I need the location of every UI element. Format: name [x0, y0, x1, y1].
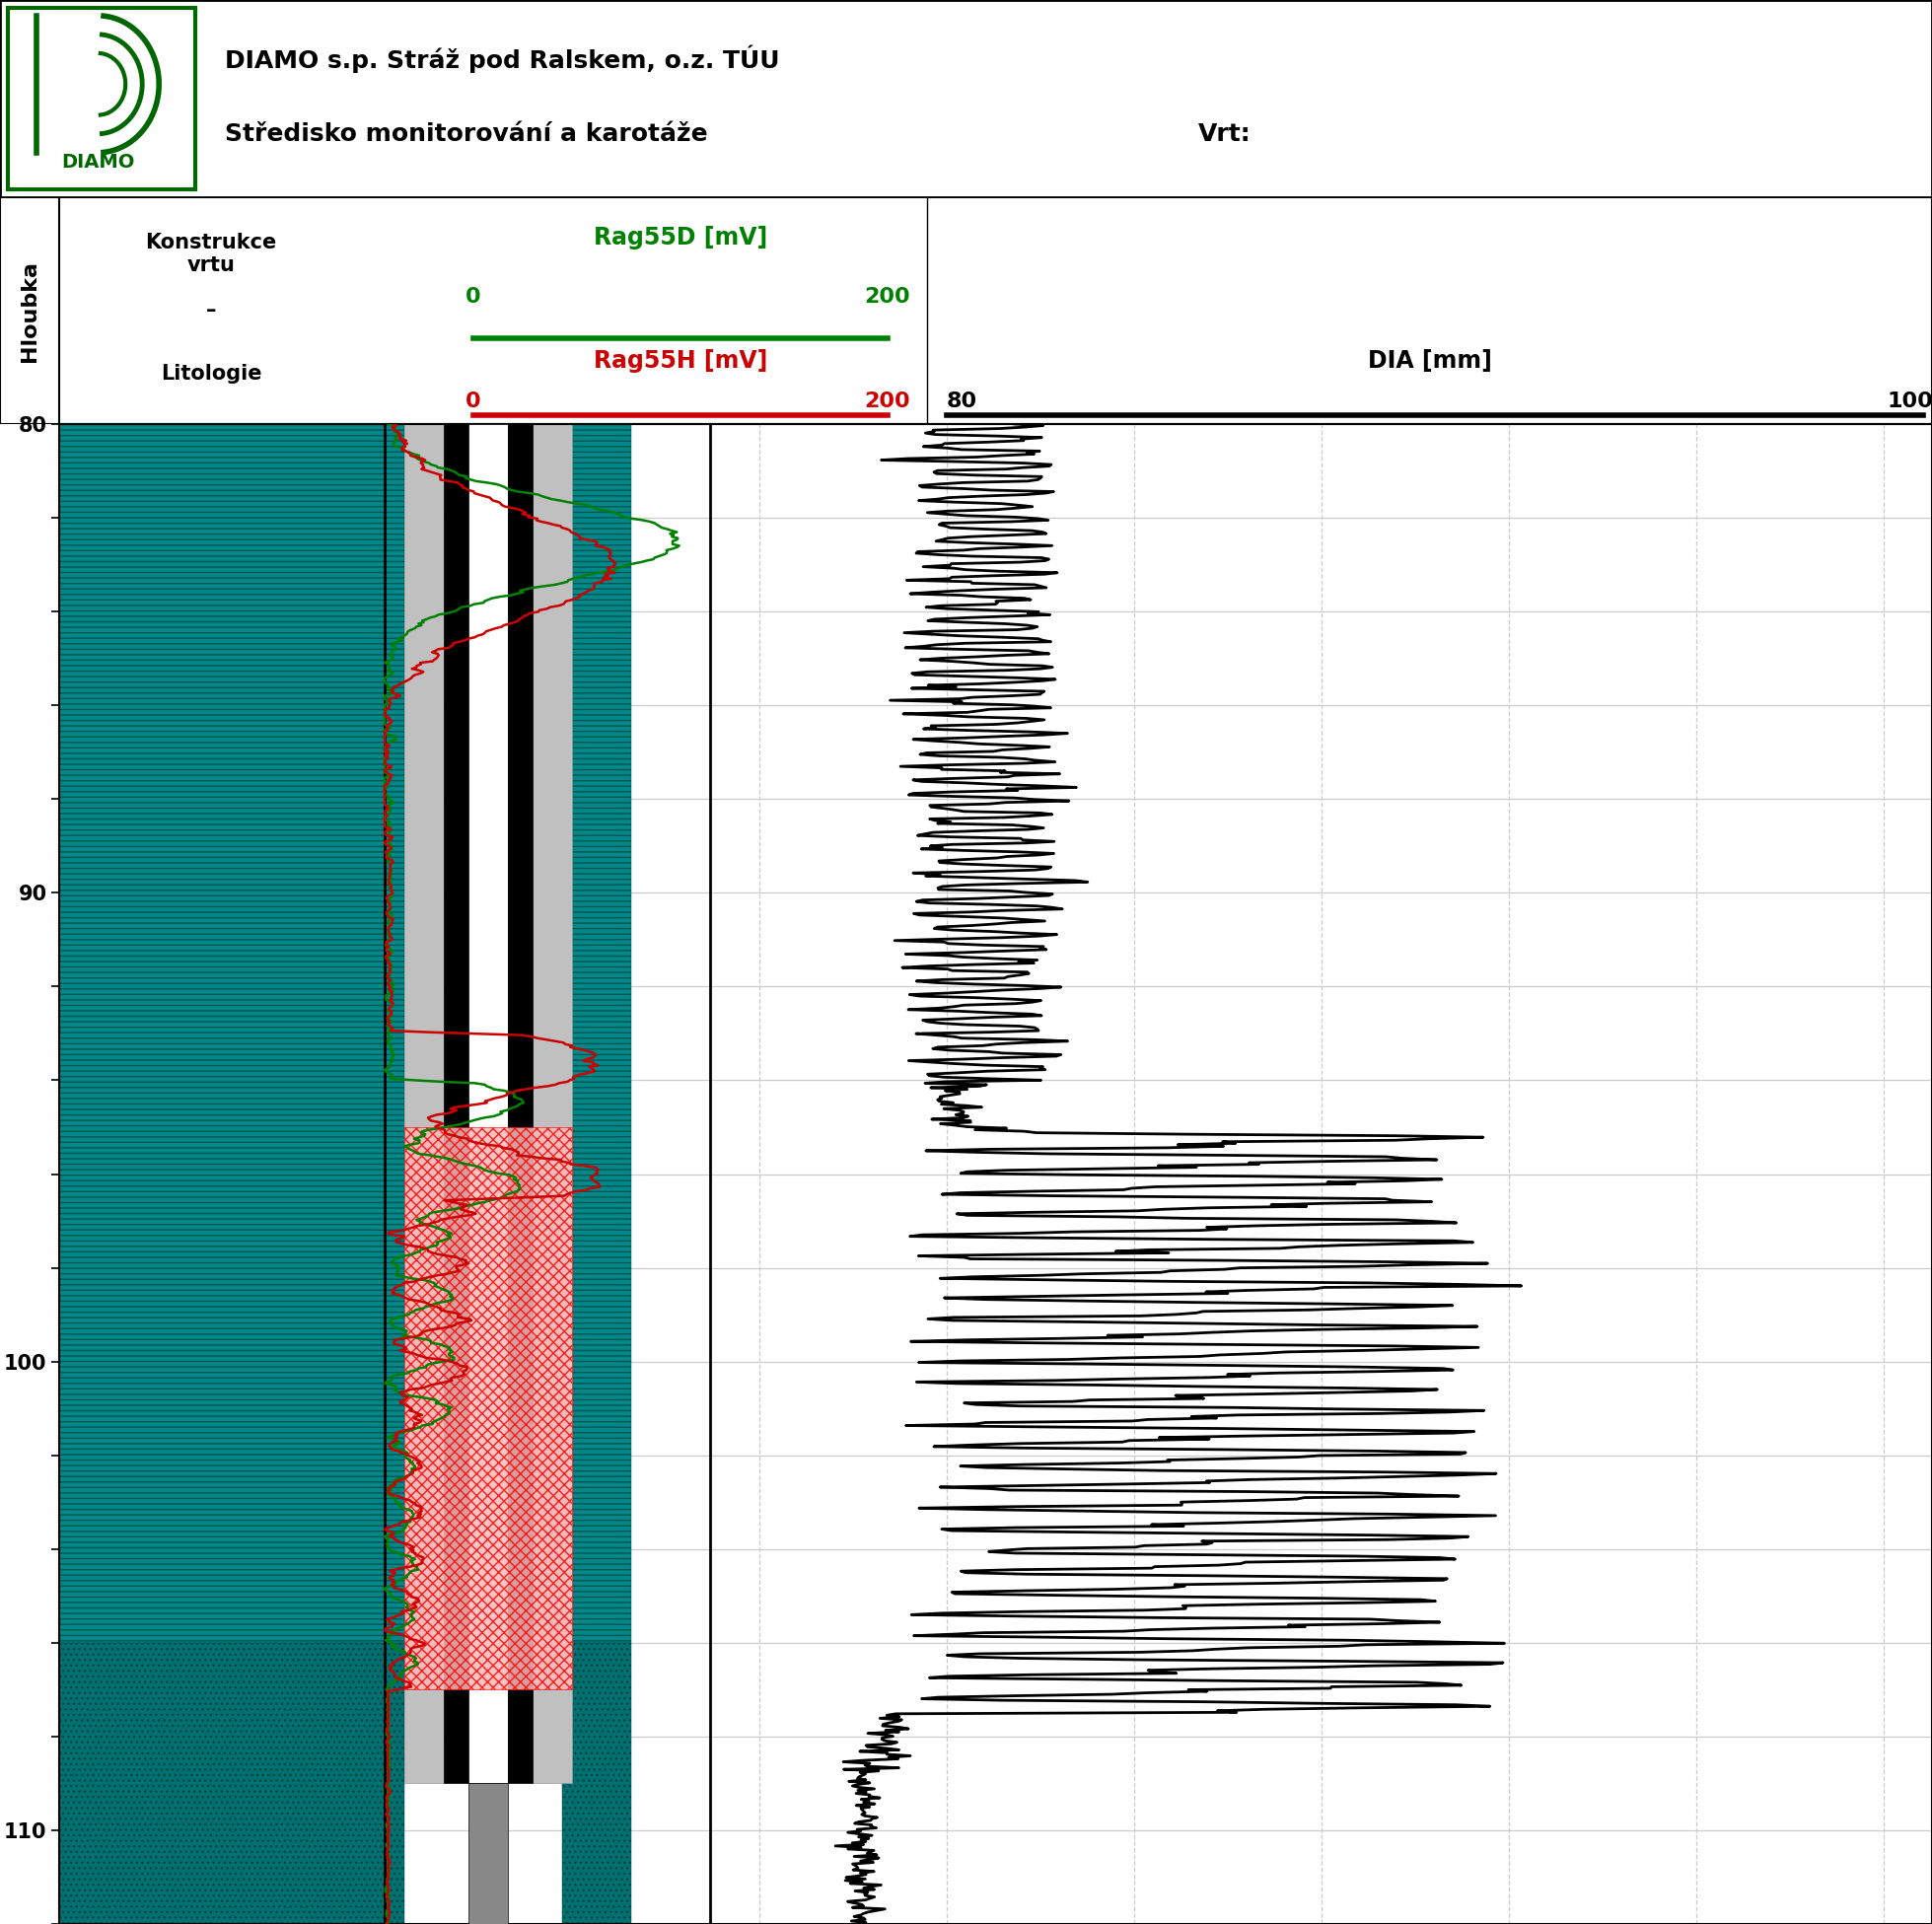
- Text: DIA [mm]: DIA [mm]: [1368, 348, 1492, 373]
- Text: 200: 200: [866, 287, 910, 308]
- Bar: [468, 423, 508, 1784]
- Text: DIAMO s.p. Stráž pod Ralskem, o.z. TÚU: DIAMO s.p. Stráž pod Ralskem, o.z. TÚU: [224, 44, 781, 73]
- Text: Středisko monitorování a karotáže: Středisko monitorování a karotáže: [224, 123, 707, 146]
- Bar: [60, 423, 404, 1643]
- Text: 100: 100: [1888, 391, 1932, 412]
- Bar: [508, 423, 533, 1784]
- Bar: [60, 1643, 404, 1924]
- Text: Litologie: Litologie: [160, 364, 261, 385]
- Bar: [562, 1643, 632, 1924]
- Text: Rag55H [mV]: Rag55H [mV]: [593, 348, 767, 373]
- Bar: [533, 423, 572, 1784]
- Bar: [444, 423, 468, 1784]
- Bar: [404, 423, 444, 1784]
- Text: 0: 0: [466, 287, 481, 308]
- Text: DIAMO: DIAMO: [62, 152, 135, 171]
- Bar: [468, 1784, 508, 1924]
- Text: 80: 80: [947, 391, 978, 412]
- Bar: [404, 1127, 572, 1689]
- Text: Hloubka: Hloubka: [19, 260, 39, 362]
- Text: –: –: [207, 300, 216, 321]
- Text: Konstrukce
vrtu: Konstrukce vrtu: [145, 233, 276, 275]
- Bar: [8, 8, 195, 189]
- Text: 0: 0: [466, 391, 481, 412]
- Text: 200: 200: [866, 391, 910, 412]
- Text: Vrt:: Vrt:: [1198, 123, 1250, 146]
- Bar: [562, 423, 632, 1643]
- Text: Rag55D [mV]: Rag55D [mV]: [593, 227, 767, 250]
